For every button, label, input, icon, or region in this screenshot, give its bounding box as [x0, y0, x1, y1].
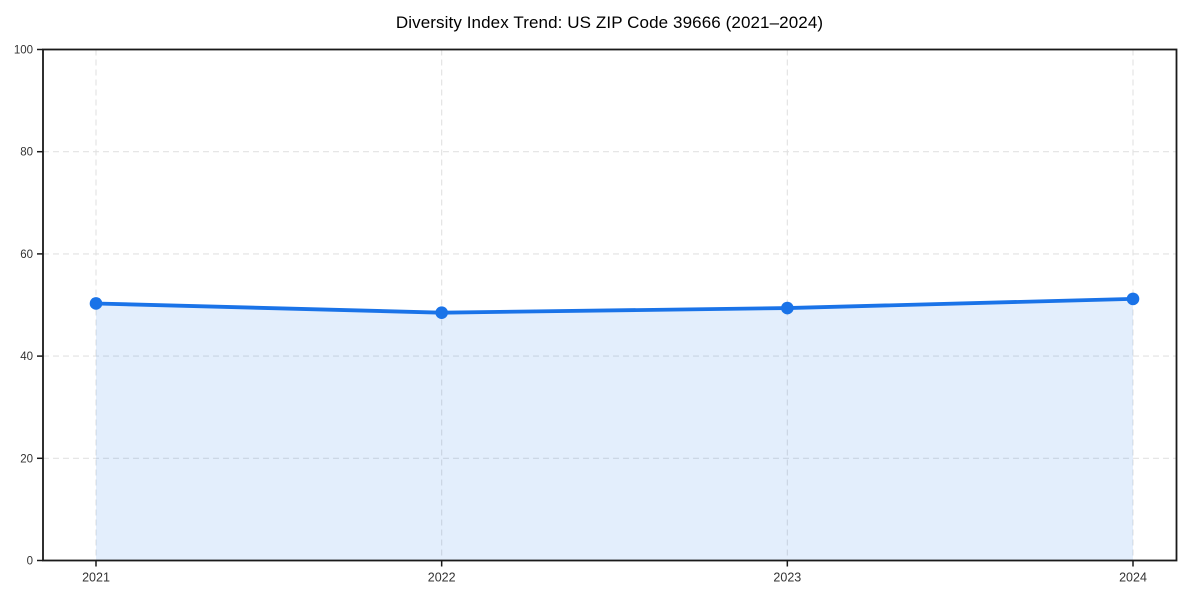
y-tick-label: 0 [27, 556, 33, 568]
x-tick-label: 2022 [428, 571, 456, 585]
x-tick-label: 2023 [773, 571, 801, 585]
y-tick-label: 60 [20, 249, 33, 261]
x-tick-label: 2024 [1119, 571, 1147, 585]
data-point-2024 [1126, 292, 1140, 306]
y-tick-label: 20 [20, 453, 33, 465]
chart-title: Diversity Index Trend: US ZIP Code 39666… [395, 13, 824, 32]
series-trend-line [94, 296, 1135, 315]
y-tick-label: 80 [20, 147, 33, 159]
series-area-fill [96, 298, 1133, 561]
data-point-2022 [435, 306, 448, 319]
data-point-2023 [781, 301, 794, 315]
data-point-2021 [89, 297, 103, 310]
y-tick-label: 40 [20, 351, 33, 363]
x-tick-label: 2021 [82, 571, 110, 585]
plot-frame [42, 48, 1178, 562]
y-tick-label: 100 [14, 45, 33, 57]
